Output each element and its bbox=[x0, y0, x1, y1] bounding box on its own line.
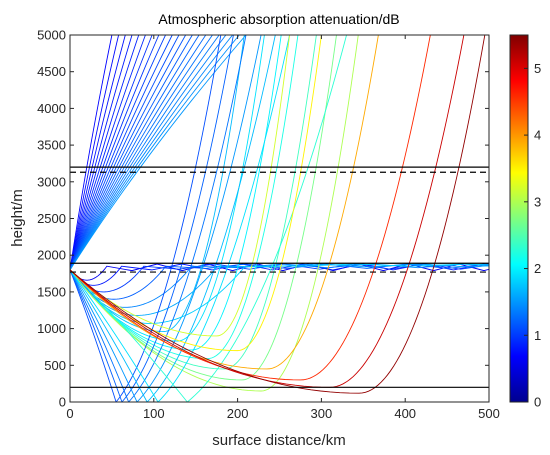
ray-up bbox=[70, 35, 166, 271]
ray-up bbox=[70, 35, 213, 271]
y-tick-label: 1500 bbox=[37, 284, 66, 299]
ray-up bbox=[70, 35, 200, 271]
ray-up bbox=[70, 35, 140, 270]
colorbar-ticks: 0 1 2 3 4 5 bbox=[524, 61, 541, 410]
y-tick-label: 3000 bbox=[37, 174, 66, 189]
ray-late-turning bbox=[70, 35, 431, 381]
y-axis: 0 500 1000 1500 2000 2500 3000 3500 4000 4500 5000 bbox=[37, 28, 489, 410]
ray-up bbox=[70, 35, 180, 271]
x-axis-label: surface distance/km bbox=[212, 432, 345, 449]
ray-up bbox=[70, 35, 227, 271]
ray-up bbox=[70, 35, 173, 271]
y-axis-label: height/m bbox=[9, 189, 26, 247]
ray-up bbox=[70, 35, 133, 270]
colorbar-tick-label: 4 bbox=[534, 128, 541, 143]
plot-area bbox=[70, 35, 489, 402]
ray-ground-reflected bbox=[70, 35, 262, 402]
colorbar: 0 1 2 3 4 5 bbox=[509, 34, 541, 410]
y-tick-label: 500 bbox=[44, 358, 66, 373]
chart-title: Atmospheric absorption attenuation/dB bbox=[158, 11, 399, 27]
ray-ducted bbox=[70, 263, 489, 308]
y-tick-label: 5000 bbox=[37, 28, 66, 43]
ray-late-turning bbox=[70, 35, 465, 388]
ray-up bbox=[70, 35, 126, 270]
ray-ducted bbox=[70, 263, 489, 300]
ray-escaping bbox=[70, 35, 337, 381]
y-tick-label: 2500 bbox=[37, 211, 66, 226]
ray-up bbox=[70, 35, 220, 271]
ray-late-turning bbox=[70, 35, 322, 352]
y-tick-label: 3500 bbox=[37, 138, 66, 153]
colorbar-tick-label: 0 bbox=[534, 395, 541, 410]
x-tick-label: 300 bbox=[311, 406, 333, 421]
ray-up bbox=[70, 35, 207, 271]
y-tick-label: 4000 bbox=[37, 101, 66, 116]
ray-escaping bbox=[70, 35, 299, 360]
ray-late-turning bbox=[70, 35, 291, 337]
y-tick-label: 2000 bbox=[37, 248, 66, 263]
ray-traces bbox=[70, 35, 489, 402]
x-axis: 0 100 200 300 400 500 bbox=[66, 35, 500, 421]
ray-escaping bbox=[70, 35, 359, 392]
ray-late-turning bbox=[70, 35, 379, 370]
ray-up bbox=[70, 35, 153, 271]
x-tick-label: 500 bbox=[478, 406, 500, 421]
x-tick-label: 100 bbox=[143, 406, 165, 421]
layer-boundaries bbox=[70, 166, 489, 388]
ray-up bbox=[70, 35, 187, 271]
ray-up bbox=[70, 35, 120, 270]
ray-ground-reflected bbox=[70, 35, 247, 402]
ray-up bbox=[70, 35, 247, 271]
ray-up bbox=[70, 35, 233, 271]
ray-up bbox=[70, 35, 113, 270]
ray-ground-reflected bbox=[70, 35, 234, 402]
x-tick-label: 200 bbox=[227, 406, 249, 421]
y-tick-label: 1000 bbox=[37, 321, 66, 336]
x-tick-label: 400 bbox=[394, 406, 416, 421]
colorbar-tick-label: 3 bbox=[534, 194, 541, 209]
colorbar-gradient bbox=[509, 34, 529, 403]
ray-ground-reflected bbox=[70, 35, 276, 402]
ray-up bbox=[70, 35, 160, 271]
ray-ground-reflected bbox=[70, 35, 222, 402]
ray-escaping bbox=[70, 35, 317, 370]
colorbar-tick-label: 2 bbox=[534, 261, 541, 276]
colorbar-tick-label: 1 bbox=[534, 328, 541, 343]
ray-ducted bbox=[70, 263, 489, 316]
ray-ground-reflected bbox=[70, 35, 347, 402]
ray-up bbox=[70, 35, 193, 271]
y-tick-label: 0 bbox=[59, 395, 66, 410]
colorbar-tick-label: 5 bbox=[534, 61, 541, 76]
ray-up bbox=[70, 35, 240, 271]
x-tick-label: 0 bbox=[66, 406, 73, 421]
ray-up bbox=[70, 35, 146, 270]
y-tick-label: 4500 bbox=[37, 64, 66, 79]
